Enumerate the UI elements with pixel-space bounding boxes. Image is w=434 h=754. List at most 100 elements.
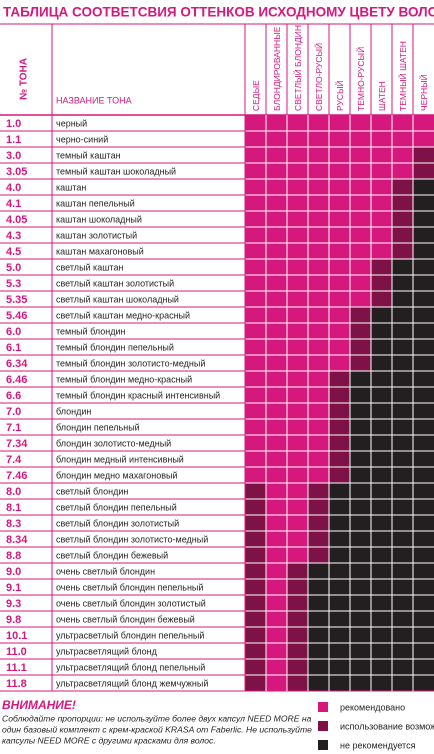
cell bbox=[287, 675, 308, 691]
cell bbox=[371, 163, 392, 179]
tone-number: 5.46 bbox=[6, 310, 27, 322]
cell bbox=[245, 355, 266, 371]
cell bbox=[413, 259, 434, 275]
cell bbox=[266, 371, 287, 387]
cell bbox=[308, 435, 329, 451]
cell bbox=[350, 211, 371, 227]
cell bbox=[266, 275, 287, 291]
cell bbox=[413, 179, 434, 195]
column-header: СЕДЫЕ bbox=[251, 80, 261, 111]
cell bbox=[350, 563, 371, 579]
cell bbox=[371, 291, 392, 307]
cell bbox=[329, 595, 350, 611]
cell bbox=[392, 499, 413, 515]
cell bbox=[350, 467, 371, 483]
tone-number: 4.0 bbox=[6, 182, 21, 194]
tone-name: светлый блондин золотистый bbox=[56, 518, 179, 528]
cell bbox=[329, 211, 350, 227]
cell bbox=[371, 195, 392, 211]
cell bbox=[308, 419, 329, 435]
cell bbox=[266, 643, 287, 659]
tone-number: 5.3 bbox=[6, 278, 21, 290]
column-header: ТЕМНО-РУСЫЙ bbox=[355, 47, 366, 111]
tone-name: каштан шоколадный bbox=[56, 214, 142, 224]
cell bbox=[308, 563, 329, 579]
cell bbox=[350, 307, 371, 323]
cell bbox=[413, 131, 434, 147]
tone-name: каштан махагоновый bbox=[56, 246, 144, 256]
cell bbox=[287, 227, 308, 243]
cell bbox=[308, 179, 329, 195]
cell bbox=[266, 323, 287, 339]
cell bbox=[350, 499, 371, 515]
tone-number: 8.34 bbox=[6, 534, 28, 546]
cell bbox=[413, 643, 434, 659]
cell bbox=[392, 275, 413, 291]
cell bbox=[392, 675, 413, 691]
cell bbox=[329, 163, 350, 179]
cell bbox=[308, 195, 329, 211]
column-header: СВЕТЛО-РУСЫЙ bbox=[313, 43, 324, 111]
cell bbox=[245, 419, 266, 435]
cell bbox=[329, 259, 350, 275]
legend-label: использование возможно bbox=[340, 721, 434, 731]
cell bbox=[245, 659, 266, 675]
cell bbox=[287, 323, 308, 339]
cell bbox=[308, 547, 329, 563]
tone-name: темный блондин красный интенсивный bbox=[56, 390, 220, 400]
cell bbox=[266, 675, 287, 691]
tone-name: светлый блондин пепельный bbox=[56, 502, 177, 512]
cell bbox=[413, 211, 434, 227]
cell bbox=[245, 531, 266, 547]
cell bbox=[329, 387, 350, 403]
cell bbox=[266, 179, 287, 195]
tone-number: 3.0 bbox=[6, 150, 21, 162]
cell bbox=[329, 675, 350, 691]
tone-number: 7.46 bbox=[6, 470, 27, 482]
cell bbox=[266, 355, 287, 371]
cell bbox=[350, 323, 371, 339]
cell bbox=[287, 131, 308, 147]
cell bbox=[329, 579, 350, 595]
tone-number: 6.6 bbox=[6, 390, 21, 402]
cell bbox=[350, 451, 371, 467]
cell bbox=[308, 483, 329, 499]
column-header: ЧЕРНЫЙ bbox=[418, 74, 429, 111]
cell bbox=[287, 595, 308, 611]
cell bbox=[371, 499, 392, 515]
tone-name: ультрасветлый блондин пепельный bbox=[56, 630, 204, 640]
cell bbox=[350, 275, 371, 291]
tone-number: 7.34 bbox=[6, 438, 28, 450]
cell bbox=[287, 659, 308, 675]
cell bbox=[329, 659, 350, 675]
tone-number: 4.05 bbox=[6, 214, 27, 226]
cell bbox=[266, 451, 287, 467]
tone-name: светлый блондин bbox=[56, 486, 128, 496]
cell bbox=[329, 419, 350, 435]
cell bbox=[308, 403, 329, 419]
cell bbox=[371, 675, 392, 691]
cell bbox=[287, 307, 308, 323]
cell bbox=[287, 627, 308, 643]
column-header: ТЕМНЫЙ ШАТЕН bbox=[397, 41, 408, 111]
cell bbox=[329, 563, 350, 579]
notice-line: Соблюдайте пропорции: не используйте бол… bbox=[2, 713, 312, 723]
cell bbox=[245, 147, 266, 163]
cell bbox=[308, 579, 329, 595]
cell bbox=[371, 355, 392, 371]
cell bbox=[350, 547, 371, 563]
tone-name: блондин медно махагоновый bbox=[56, 470, 178, 480]
cell bbox=[371, 115, 392, 131]
cell bbox=[392, 515, 413, 531]
cell bbox=[413, 579, 434, 595]
cell bbox=[413, 275, 434, 291]
cell bbox=[245, 387, 266, 403]
column-header: РУСЫЙ bbox=[334, 80, 345, 111]
cell bbox=[245, 275, 266, 291]
cell bbox=[308, 259, 329, 275]
cell bbox=[350, 435, 371, 451]
cell bbox=[245, 131, 266, 147]
cell bbox=[350, 131, 371, 147]
tone-name: очень светлый блондин bbox=[56, 566, 155, 576]
